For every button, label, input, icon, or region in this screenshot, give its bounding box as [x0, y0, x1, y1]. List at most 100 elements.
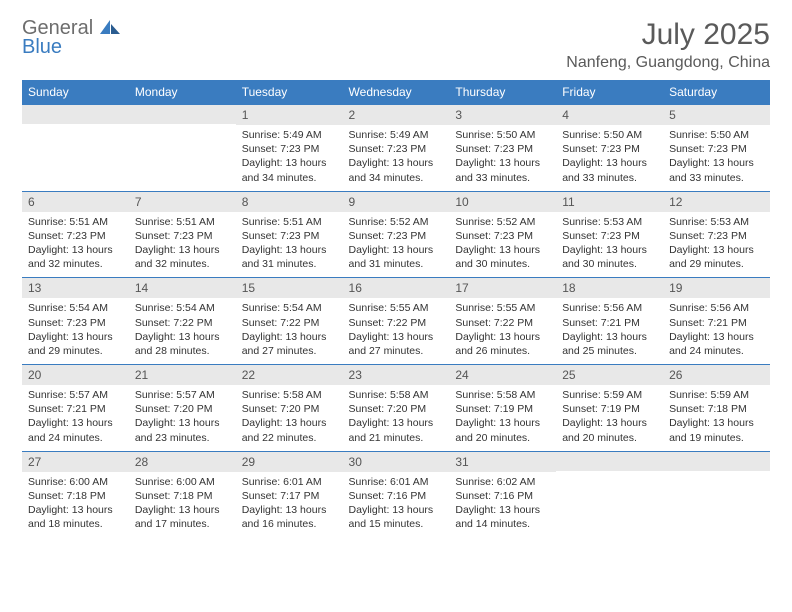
calendar-cell: 1Sunrise: 5:49 AMSunset: 7:23 PMDaylight…: [236, 104, 343, 191]
day-number-empty: [663, 451, 770, 471]
calendar-cell: 24Sunrise: 5:58 AMSunset: 7:19 PMDayligh…: [449, 364, 556, 451]
day-number: 27: [22, 451, 129, 472]
day-content: Sunrise: 6:01 AMSunset: 7:16 PMDaylight:…: [343, 472, 450, 538]
day-content: Sunrise: 5:58 AMSunset: 7:20 PMDaylight:…: [236, 385, 343, 451]
day-number: 10: [449, 191, 556, 212]
calendar-cell: [663, 451, 770, 538]
calendar-row: 27Sunrise: 6:00 AMSunset: 7:18 PMDayligh…: [22, 451, 770, 538]
day-header: Tuesday: [236, 80, 343, 104]
day-number: 24: [449, 364, 556, 385]
day-content: Sunrise: 6:02 AMSunset: 7:16 PMDaylight:…: [449, 472, 556, 538]
day-content: Sunrise: 5:49 AMSunset: 7:23 PMDaylight:…: [236, 125, 343, 191]
day-number: 17: [449, 277, 556, 298]
day-header: Friday: [556, 80, 663, 104]
calendar-cell: 27Sunrise: 6:00 AMSunset: 7:18 PMDayligh…: [22, 451, 129, 538]
day-content: Sunrise: 5:54 AMSunset: 7:23 PMDaylight:…: [22, 298, 129, 364]
calendar-row: 20Sunrise: 5:57 AMSunset: 7:21 PMDayligh…: [22, 364, 770, 451]
day-number: 4: [556, 104, 663, 125]
calendar-cell: 26Sunrise: 5:59 AMSunset: 7:18 PMDayligh…: [663, 364, 770, 451]
day-number: 6: [22, 191, 129, 212]
calendar-cell: 10Sunrise: 5:52 AMSunset: 7:23 PMDayligh…: [449, 191, 556, 278]
day-content: Sunrise: 5:54 AMSunset: 7:22 PMDaylight:…: [236, 298, 343, 364]
day-content: Sunrise: 5:53 AMSunset: 7:23 PMDaylight:…: [556, 212, 663, 278]
day-header: Monday: [129, 80, 236, 104]
calendar-cell: 9Sunrise: 5:52 AMSunset: 7:23 PMDaylight…: [343, 191, 450, 278]
calendar-cell: [556, 451, 663, 538]
day-number: 11: [556, 191, 663, 212]
day-content: Sunrise: 5:59 AMSunset: 7:18 PMDaylight:…: [663, 385, 770, 451]
day-content: Sunrise: 5:52 AMSunset: 7:23 PMDaylight:…: [449, 212, 556, 278]
calendar-cell: 21Sunrise: 5:57 AMSunset: 7:20 PMDayligh…: [129, 364, 236, 451]
calendar-cell: 16Sunrise: 5:55 AMSunset: 7:22 PMDayligh…: [343, 277, 450, 364]
calendar-cell: 30Sunrise: 6:01 AMSunset: 7:16 PMDayligh…: [343, 451, 450, 538]
day-content: Sunrise: 5:51 AMSunset: 7:23 PMDaylight:…: [236, 212, 343, 278]
day-content: Sunrise: 6:00 AMSunset: 7:18 PMDaylight:…: [22, 472, 129, 538]
day-header: Saturday: [663, 80, 770, 104]
calendar-cell: 13Sunrise: 5:54 AMSunset: 7:23 PMDayligh…: [22, 277, 129, 364]
day-number: 22: [236, 364, 343, 385]
day-number: 12: [663, 191, 770, 212]
day-content: Sunrise: 5:58 AMSunset: 7:19 PMDaylight:…: [449, 385, 556, 451]
calendar-cell: 25Sunrise: 5:59 AMSunset: 7:19 PMDayligh…: [556, 364, 663, 451]
calendar-cell: 11Sunrise: 5:53 AMSunset: 7:23 PMDayligh…: [556, 191, 663, 278]
calendar-cell: 5Sunrise: 5:50 AMSunset: 7:23 PMDaylight…: [663, 104, 770, 191]
day-number: 28: [129, 451, 236, 472]
header: General Blue July 2025 Nanfeng, Guangdon…: [22, 18, 770, 72]
day-content: Sunrise: 5:59 AMSunset: 7:19 PMDaylight:…: [556, 385, 663, 451]
day-content: Sunrise: 5:51 AMSunset: 7:23 PMDaylight:…: [129, 212, 236, 278]
day-number: 5: [663, 104, 770, 125]
title-block: July 2025 Nanfeng, Guangdong, China: [566, 18, 770, 72]
day-header: Thursday: [449, 80, 556, 104]
day-content: Sunrise: 5:51 AMSunset: 7:23 PMDaylight:…: [22, 212, 129, 278]
day-content: Sunrise: 5:54 AMSunset: 7:22 PMDaylight:…: [129, 298, 236, 364]
calendar-head: SundayMondayTuesdayWednesdayThursdayFrid…: [22, 80, 770, 104]
day-content: Sunrise: 5:52 AMSunset: 7:23 PMDaylight:…: [343, 212, 450, 278]
day-content: Sunrise: 5:56 AMSunset: 7:21 PMDaylight:…: [556, 298, 663, 364]
calendar-cell: 22Sunrise: 5:58 AMSunset: 7:20 PMDayligh…: [236, 364, 343, 451]
day-header: Wednesday: [343, 80, 450, 104]
calendar-cell: 15Sunrise: 5:54 AMSunset: 7:22 PMDayligh…: [236, 277, 343, 364]
day-content: Sunrise: 5:49 AMSunset: 7:23 PMDaylight:…: [343, 125, 450, 191]
calendar-cell: 19Sunrise: 5:56 AMSunset: 7:21 PMDayligh…: [663, 277, 770, 364]
day-header: Sunday: [22, 80, 129, 104]
day-number: 18: [556, 277, 663, 298]
day-number: 19: [663, 277, 770, 298]
day-content: Sunrise: 5:57 AMSunset: 7:20 PMDaylight:…: [129, 385, 236, 451]
day-content: Sunrise: 5:55 AMSunset: 7:22 PMDaylight:…: [449, 298, 556, 364]
day-content: Sunrise: 5:53 AMSunset: 7:23 PMDaylight:…: [663, 212, 770, 278]
day-number: 1: [236, 104, 343, 125]
day-number: 14: [129, 277, 236, 298]
logo-sail-icon: [100, 18, 120, 39]
calendar-cell: 14Sunrise: 5:54 AMSunset: 7:22 PMDayligh…: [129, 277, 236, 364]
day-number: 23: [343, 364, 450, 385]
day-number: 21: [129, 364, 236, 385]
logo-text-blue: Blue: [22, 37, 120, 57]
day-number: 26: [663, 364, 770, 385]
day-number-empty: [22, 104, 129, 124]
calendar-cell: 2Sunrise: 5:49 AMSunset: 7:23 PMDaylight…: [343, 104, 450, 191]
day-content: Sunrise: 5:50 AMSunset: 7:23 PMDaylight:…: [556, 125, 663, 191]
calendar-cell: 7Sunrise: 5:51 AMSunset: 7:23 PMDaylight…: [129, 191, 236, 278]
day-number: 29: [236, 451, 343, 472]
calendar-cell: 4Sunrise: 5:50 AMSunset: 7:23 PMDaylight…: [556, 104, 663, 191]
day-number-empty: [129, 104, 236, 124]
day-content: Sunrise: 5:55 AMSunset: 7:22 PMDaylight:…: [343, 298, 450, 364]
day-number: 7: [129, 191, 236, 212]
day-number-empty: [556, 451, 663, 471]
day-number: 8: [236, 191, 343, 212]
calendar-cell: 18Sunrise: 5:56 AMSunset: 7:21 PMDayligh…: [556, 277, 663, 364]
day-number: 13: [22, 277, 129, 298]
day-number: 15: [236, 277, 343, 298]
day-number: 30: [343, 451, 450, 472]
calendar-cell: 6Sunrise: 5:51 AMSunset: 7:23 PMDaylight…: [22, 191, 129, 278]
calendar-cell: 8Sunrise: 5:51 AMSunset: 7:23 PMDaylight…: [236, 191, 343, 278]
day-content: Sunrise: 5:58 AMSunset: 7:20 PMDaylight:…: [343, 385, 450, 451]
day-number: 25: [556, 364, 663, 385]
calendar-table: SundayMondayTuesdayWednesdayThursdayFrid…: [22, 80, 770, 537]
day-content: Sunrise: 6:01 AMSunset: 7:17 PMDaylight:…: [236, 472, 343, 538]
day-content: Sunrise: 5:50 AMSunset: 7:23 PMDaylight:…: [449, 125, 556, 191]
calendar-row: 1Sunrise: 5:49 AMSunset: 7:23 PMDaylight…: [22, 104, 770, 191]
day-number: 31: [449, 451, 556, 472]
day-content: Sunrise: 5:50 AMSunset: 7:23 PMDaylight:…: [663, 125, 770, 191]
calendar-cell: 17Sunrise: 5:55 AMSunset: 7:22 PMDayligh…: [449, 277, 556, 364]
